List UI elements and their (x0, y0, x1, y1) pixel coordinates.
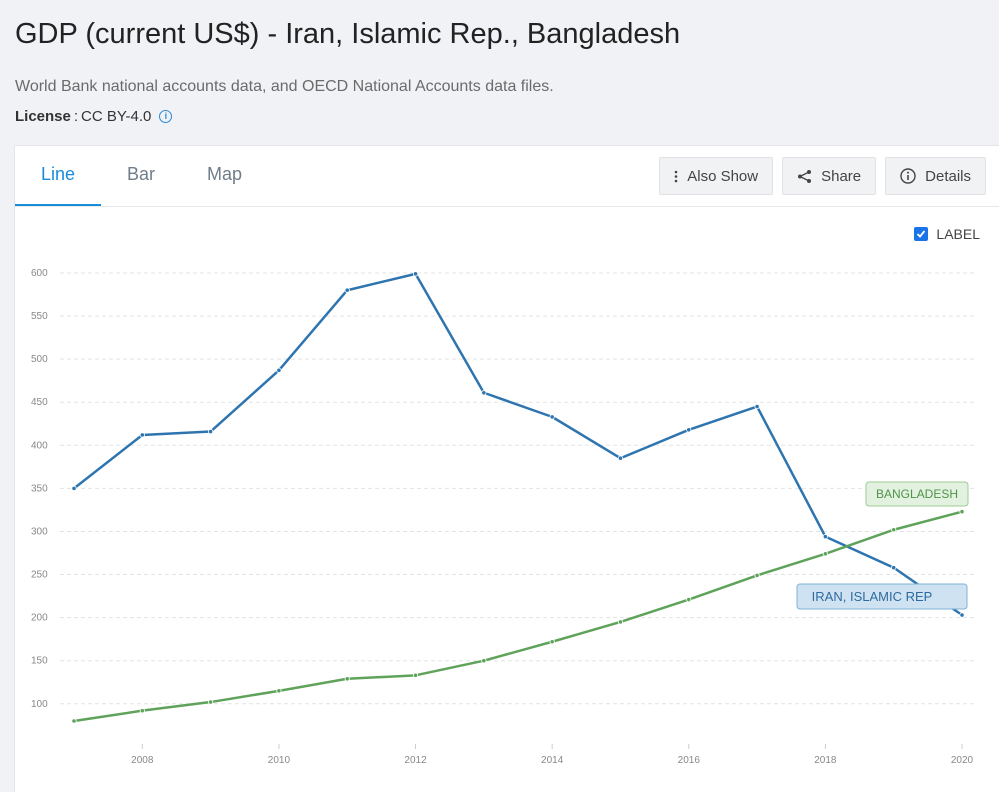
info-circle-icon (900, 168, 916, 184)
series-label-box (865, 481, 969, 507)
data-point (276, 367, 282, 373)
y-tick-label: 150 (31, 656, 48, 667)
data-point (71, 718, 77, 724)
tab-map[interactable]: Map (207, 164, 243, 184)
y-tick-label: 200 (31, 613, 48, 624)
data-point (617, 619, 624, 625)
data-point (208, 699, 214, 705)
page-subtitle: World Bank national accounts data, and O… (15, 78, 554, 95)
data-point (71, 485, 77, 491)
also-show-label: Also Show (687, 167, 759, 185)
details-button[interactable]: Details (885, 157, 986, 195)
x-tick-label: 2008 (131, 755, 154, 766)
label-toggle[interactable]: LABEL (914, 226, 980, 242)
data-point (276, 688, 282, 694)
data-point (481, 390, 487, 396)
data-point (891, 565, 897, 571)
x-tick-label: 2016 (678, 755, 701, 766)
x-tick-label: 2020 (951, 755, 974, 766)
y-tick-label: 500 (31, 354, 48, 365)
license-key: License (15, 108, 71, 125)
data-point (412, 672, 419, 678)
series-line-iran (73, 272, 963, 617)
share-button[interactable]: Share (782, 157, 877, 195)
series-label-iran: IRAN, ISLAMIC REP (812, 589, 933, 604)
label-toggle-text: LABEL (936, 226, 980, 242)
tab-bar[interactable]: Bar (127, 164, 156, 184)
license-line: License : CC BY-4.0 i (15, 108, 173, 125)
tab-divider (15, 206, 999, 207)
series-line-bangladesh (73, 510, 963, 723)
data-point (549, 639, 555, 645)
x-tick-label: 2010 (268, 755, 291, 766)
y-tick-label: 550 (31, 311, 48, 322)
chart-card: 100 150 200 250 300 350 400 450 500 550 600 2008 201… (14, 145, 999, 792)
series-label-bangladesh: BANGLADESH (876, 487, 958, 501)
data-point (549, 414, 555, 420)
license-separator: : (73, 108, 79, 125)
y-tick-label: 250 (31, 570, 48, 581)
y-tick-label: 450 (31, 397, 48, 408)
data-point (754, 403, 760, 410)
page-title: GDP (current US$) - Iran, Islamic Rep., … (15, 18, 681, 50)
details-label: Details (925, 167, 971, 185)
y-tick-label: 300 (31, 526, 48, 537)
data-point (344, 676, 350, 682)
data-point (139, 432, 145, 438)
y-tick-label: 400 (31, 440, 48, 451)
data-point (754, 572, 760, 578)
y-tick-label: 100 (31, 699, 48, 710)
action-bar: Also Show Share Details (659, 157, 986, 195)
line-chart: 100 150 200 250 300 350 400 450 500 550 600 2008 201… (31, 268, 975, 766)
x-tick-label: 2018 (814, 755, 837, 766)
data-point (959, 509, 965, 515)
check-icon (917, 230, 926, 238)
more-vertical-icon (674, 170, 678, 183)
view-tabs: Line Bar Map (15, 146, 268, 206)
data-point (686, 596, 692, 603)
share-icon (797, 169, 812, 184)
tab-line[interactable]: Line (15, 146, 102, 206)
info-icon[interactable]: i (159, 110, 173, 123)
series-label-box (796, 583, 968, 610)
data-point (822, 551, 828, 557)
share-label: Share (821, 167, 862, 185)
data-point (617, 455, 624, 461)
data-point (208, 428, 214, 435)
data-point (959, 612, 965, 618)
data-point (344, 287, 350, 293)
license-value: CC BY-4.0 (81, 108, 152, 125)
label-checkbox[interactable] (914, 227, 929, 241)
also-show-button[interactable]: Also Show (659, 157, 774, 195)
data-point (412, 271, 419, 277)
x-tick-label: 2012 (404, 755, 427, 766)
y-tick-label: 600 (31, 268, 48, 279)
y-tick-label: 350 (31, 483, 48, 494)
data-point (481, 658, 487, 664)
data-point (686, 427, 692, 433)
x-tick-label: 2014 (541, 755, 564, 766)
data-point (822, 534, 828, 540)
data-point (891, 527, 897, 533)
data-point (139, 708, 145, 714)
